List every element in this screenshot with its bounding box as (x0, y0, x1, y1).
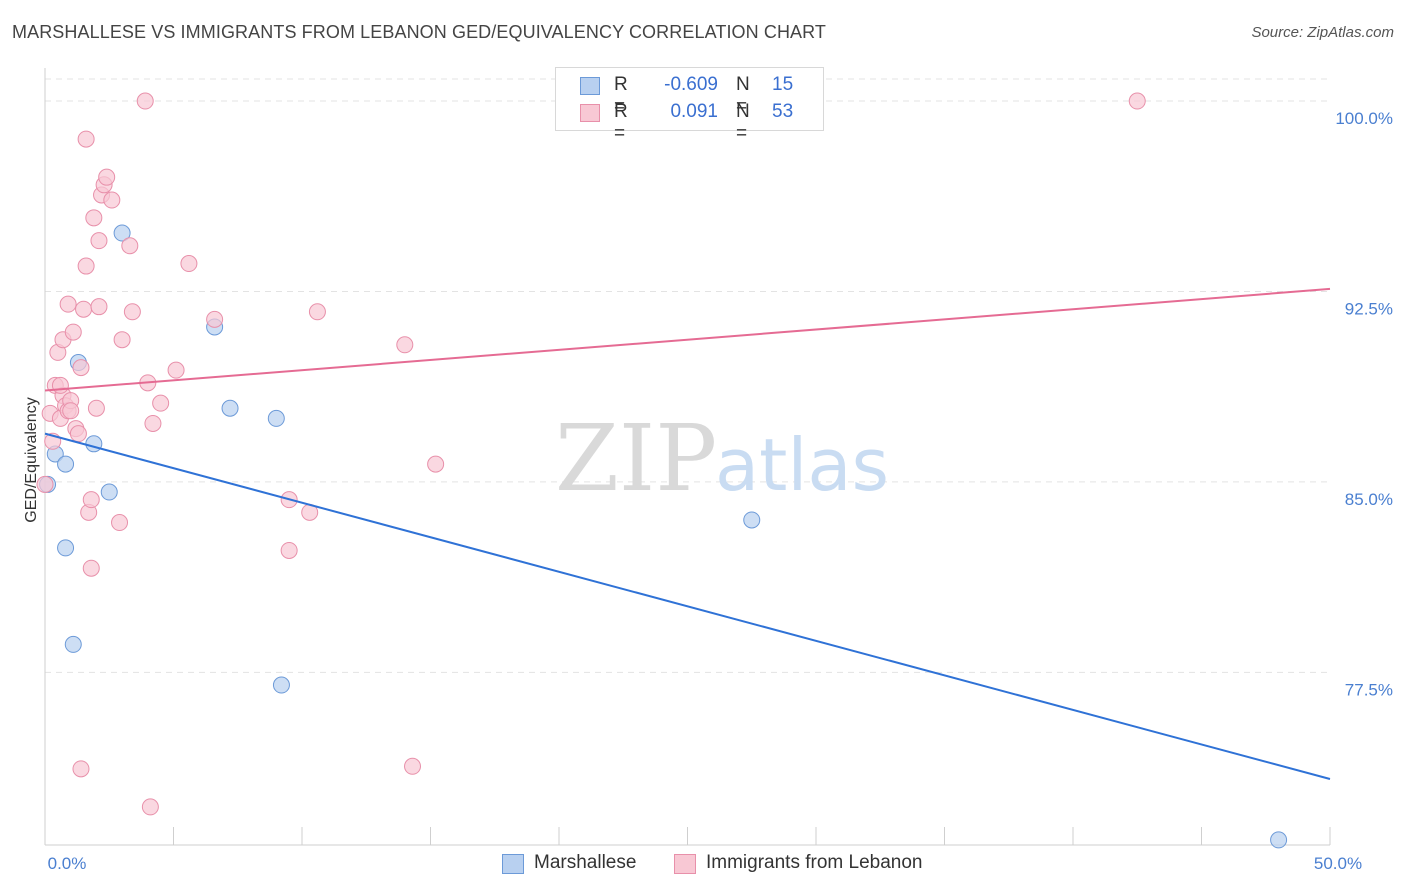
lebanon-point (396, 336, 414, 354)
lebanon-point (77, 257, 95, 275)
legend-r-label: R = (614, 101, 628, 144)
lebanon-point (123, 303, 141, 321)
y-tick-label: 92.5% (1345, 299, 1393, 318)
legend-r-label: R = (614, 74, 628, 117)
y-tick-label: 100.0% (1335, 109, 1393, 128)
marshallese-point (57, 539, 75, 557)
axes (44, 68, 1331, 846)
lebanon-point (144, 414, 162, 432)
source-label: Source: ZipAtlas.com (1251, 24, 1394, 41)
lebanon-point (59, 295, 77, 313)
y-tick-label: 77.5% (1345, 680, 1393, 699)
lebanon-point (85, 209, 103, 227)
marshallese-point (113, 224, 131, 242)
marshallese-point (267, 409, 285, 427)
legend-swatch-lebanon (580, 104, 600, 122)
marshallese-point (57, 455, 75, 473)
legend-n-value: 53 (772, 101, 794, 122)
marshallese-point (64, 635, 82, 653)
trend-lines (44, 287, 1331, 780)
lebanon-point (36, 475, 54, 493)
y-axis-label: GED/Equivalency (23, 397, 40, 522)
x-tick-label: 50.0% (1314, 854, 1362, 873)
legend-n-label: N = (736, 74, 750, 117)
lebanon-point (121, 237, 139, 255)
lebanon-point (180, 255, 198, 273)
watermark: ZIP atlas (555, 405, 889, 512)
lebanon-point (308, 303, 326, 321)
series-legend: Marshallese Immigrants from Lebanon (0, 852, 1406, 876)
lebanon-point (404, 757, 422, 775)
lebanon-point (167, 361, 185, 379)
legend-r-value: 0.091 (670, 101, 718, 122)
legend-n-value: 15 (772, 74, 794, 95)
lebanon-point (111, 514, 129, 532)
legend-r-value: -0.609 (664, 74, 718, 95)
lebanon-point (113, 331, 131, 349)
x-tick-label: 0.0% (48, 854, 87, 873)
lebanon-point (1128, 92, 1146, 110)
lebanon-point (72, 760, 90, 778)
lebanon-point (51, 376, 69, 394)
series-label-marshallese: Marshallese (534, 852, 637, 873)
lebanon-point (90, 232, 108, 250)
marshallese-point (743, 511, 761, 529)
lebanon-point (82, 491, 100, 509)
y-tick-label: 85.0% (1345, 490, 1393, 509)
lebanon-point (136, 92, 154, 110)
legend-swatch-marshallese (580, 77, 600, 95)
series-swatch-lebanon (674, 854, 696, 874)
chart-title: MARSHALLESE VS IMMIGRANTS FROM LEBANON G… (12, 22, 827, 42)
watermark-atlas: atlas (715, 423, 889, 507)
lebanon-point (77, 130, 95, 148)
lebanon-point (141, 798, 159, 816)
marshallese-point (272, 676, 290, 694)
lebanon-point (98, 168, 116, 186)
lebanon-trendline (44, 287, 1331, 392)
lebanon-point (103, 191, 121, 209)
marshallese-trendline (44, 432, 1331, 780)
series-swatch-marshallese (502, 854, 524, 874)
legend-n-label: N = (736, 101, 750, 144)
lebanon-point (152, 394, 170, 412)
marshallese-point (221, 399, 239, 417)
correlation-legend: R = -0.609 N = 15 R = 0.091 N = 53 (555, 67, 824, 144)
watermark-zip: ZIP (555, 405, 717, 512)
lebanon-point (206, 310, 224, 328)
lebanon-point (427, 455, 445, 473)
lebanon-point (72, 359, 90, 377)
lebanon-point (69, 425, 87, 443)
lebanon-point (87, 399, 105, 417)
marshallese-point (1270, 831, 1288, 849)
lebanon-point (62, 402, 80, 420)
marshallese-point (100, 483, 118, 501)
marshallese-point (85, 435, 103, 453)
lebanon-point (280, 541, 298, 559)
tick-labels: 100.0% 92.5% 85.0% 77.5% 0.0% 50.0% (48, 109, 1393, 873)
series-label-lebanon: Immigrants from Lebanon (706, 852, 923, 873)
lebanon-point (82, 559, 100, 577)
lebanon-point (64, 323, 82, 341)
lebanon-point (90, 298, 108, 316)
data-points (36, 92, 1288, 849)
lebanon-point (75, 300, 93, 318)
